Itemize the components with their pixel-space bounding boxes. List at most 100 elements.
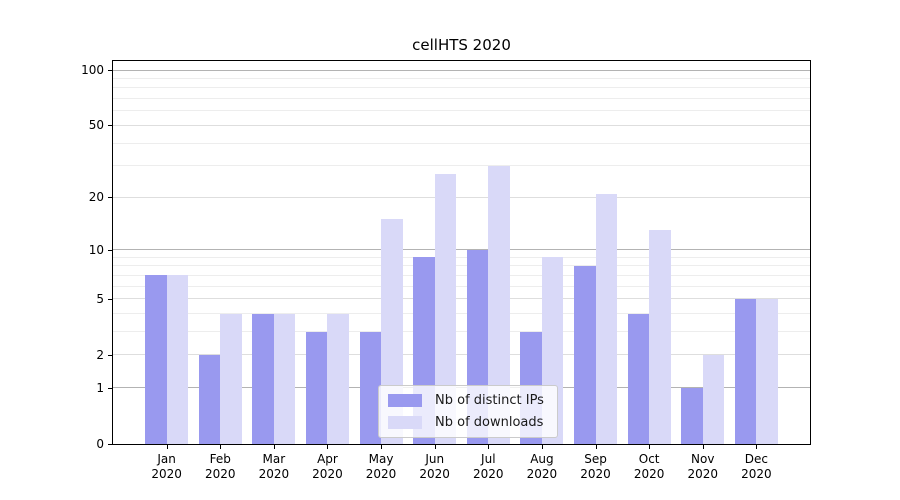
bar-downloads-oct — [649, 230, 671, 444]
x-tick-label-jul: Jul 2020 — [456, 452, 520, 482]
bar-distinct-ips-dec — [734, 298, 757, 444]
x-tick-mark — [434, 445, 436, 449]
x-tick-label-aug: Aug 2020 — [510, 452, 574, 482]
bar-downloads-apr — [327, 313, 349, 444]
y-tick-mark — [108, 197, 113, 199]
bar-downloads-feb — [220, 313, 242, 444]
x-label-month: Feb — [209, 452, 231, 466]
x-label-month: Sep — [584, 452, 607, 466]
legend-row: Nb of downloads — [388, 415, 544, 430]
y-tick-mark — [108, 298, 113, 300]
x-tick-mark — [327, 445, 329, 449]
legend-label: Nb of downloads — [435, 415, 544, 430]
x-label-year: 2020 — [687, 467, 719, 481]
legend-swatch-downloads — [388, 416, 422, 429]
bar-downloads-mar — [273, 313, 296, 444]
x-label-year: 2020 — [526, 467, 558, 481]
x-label-month: Jan — [157, 452, 176, 466]
x-tick-label-oct: Oct 2020 — [617, 452, 681, 482]
x-tick-mark — [702, 445, 704, 449]
y-tick-mark — [108, 354, 113, 356]
chart-title: cellHTS 2020 — [412, 36, 511, 54]
minor-gridline — [113, 142, 810, 144]
y-tick-mark — [108, 387, 113, 389]
minor-gridline — [113, 265, 810, 267]
bar-distinct-ips-may — [359, 331, 382, 444]
y-tick-mark — [108, 125, 113, 127]
bar-downloads-jun — [434, 173, 457, 444]
x-label-month: May — [368, 452, 394, 466]
x-tick-label-jun: Jun 2020 — [403, 452, 467, 482]
bar-distinct-ips-sep — [574, 265, 596, 444]
x-label-year: 2020 — [258, 467, 290, 481]
major-gridline — [113, 298, 810, 300]
y-tick-mark — [108, 249, 113, 251]
x-tick-mark — [649, 445, 651, 449]
x-tick-label-apr: Apr 2020 — [295, 452, 359, 482]
major-gridline — [113, 196, 810, 198]
bar-downloads-dec — [756, 298, 778, 444]
x-tick-mark — [541, 445, 543, 449]
x-tick-label-sep: Sep 2020 — [564, 452, 628, 482]
legend-row: Nb of distinct IPs — [388, 393, 544, 408]
major-gridline — [113, 354, 810, 356]
x-label-year: 2020 — [204, 467, 236, 481]
x-label-month: Dec — [744, 452, 768, 466]
bar-distinct-ips-feb — [198, 354, 221, 444]
major-gridline — [113, 249, 810, 251]
y-tick-mark — [108, 444, 113, 445]
x-label-month: Aug — [530, 452, 554, 466]
minor-gridline — [113, 87, 810, 89]
minor-gridline — [113, 77, 810, 79]
bar-downloads-nov — [702, 354, 725, 444]
minor-gridline — [113, 274, 810, 276]
minor-gridline — [113, 285, 810, 287]
x-label-year: 2020 — [365, 467, 397, 481]
bar-downloads-jul — [488, 165, 510, 444]
x-label-year: 2020 — [741, 467, 772, 481]
x-label-year: 2020 — [473, 467, 504, 481]
x-label-month: Mar — [262, 452, 286, 466]
x-tick-label-feb: Feb 2020 — [188, 452, 252, 482]
x-tick-mark — [381, 445, 383, 449]
minor-gridline — [113, 256, 810, 258]
x-tick-label-jan: Jan 2020 — [135, 452, 199, 482]
x-label-year: 2020 — [312, 467, 343, 481]
y-tick-label: 5 — [96, 291, 104, 306]
minor-gridline — [113, 313, 810, 315]
y-tick-label: 10 — [88, 242, 104, 257]
y-tick-label: 100 — [81, 62, 104, 77]
legend-label: Nb of distinct IPs — [435, 393, 544, 408]
x-label-month: Jun — [425, 452, 445, 466]
plot-area: Nb of distinct IPs Nb of downloads — [112, 60, 811, 445]
x-label-year: 2020 — [633, 467, 665, 481]
x-tick-label-mar: Mar 2020 — [242, 452, 306, 482]
major-gridline — [113, 69, 810, 71]
x-label-year: 2020 — [580, 467, 611, 481]
x-label-year: 2020 — [419, 467, 450, 481]
bar-distinct-ips-apr — [305, 331, 328, 444]
x-tick-mark — [756, 445, 758, 449]
bar-downloads-sep — [595, 193, 618, 444]
x-tick-label-may: May 2020 — [349, 452, 413, 482]
y-tick-label: 0 — [96, 437, 104, 451]
minor-gridline — [113, 98, 810, 100]
y-tick-label: 1 — [96, 380, 104, 395]
minor-gridline — [113, 331, 810, 333]
x-label-year: 2020 — [151, 467, 182, 481]
legend: Nb of distinct IPs Nb of downloads — [378, 385, 558, 438]
x-label-month: Oct — [638, 452, 660, 466]
x-tick-label-nov: Nov 2020 — [671, 452, 735, 482]
x-tick-mark — [273, 445, 275, 449]
x-label-month: Nov — [691, 452, 715, 466]
bar-distinct-ips-jan — [145, 275, 167, 444]
x-tick-mark — [595, 445, 597, 449]
minor-gridline — [113, 165, 810, 167]
major-gridline — [113, 124, 810, 126]
x-label-month: Apr — [317, 452, 338, 466]
x-tick-label-dec: Dec 2020 — [724, 452, 788, 482]
y-tick-label: 2 — [96, 347, 104, 362]
x-tick-mark — [220, 445, 222, 449]
bar-downloads-jan — [166, 275, 189, 444]
